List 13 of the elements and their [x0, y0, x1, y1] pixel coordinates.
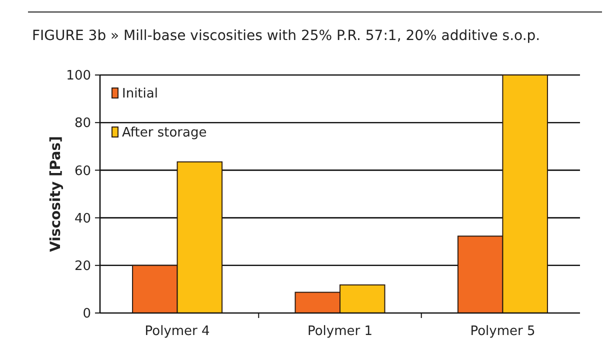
y-tick-label: 80: [74, 116, 91, 132]
y-tick-label: 20: [74, 258, 91, 274]
x-tick-label: Polymer 5: [470, 324, 536, 339]
legend-label: After storage: [122, 126, 207, 141]
x-tick-label: Polymer 4: [144, 324, 210, 339]
y-axis-title: Viscosity [Pas]: [48, 136, 64, 252]
x-tick-label: Polymer 1: [307, 324, 373, 339]
y-tick-label: 40: [74, 211, 91, 226]
y-tick-label: 100: [66, 68, 91, 84]
chart-title: FIGURE 3b » Mill-base viscosities with 25% P.R. 57:1, 20% additive s.o.p.: [32, 28, 540, 44]
legend-label: Initial: [122, 86, 158, 102]
y-tick-label: 0: [82, 306, 91, 322]
y-tick-label: 60: [74, 164, 91, 179]
